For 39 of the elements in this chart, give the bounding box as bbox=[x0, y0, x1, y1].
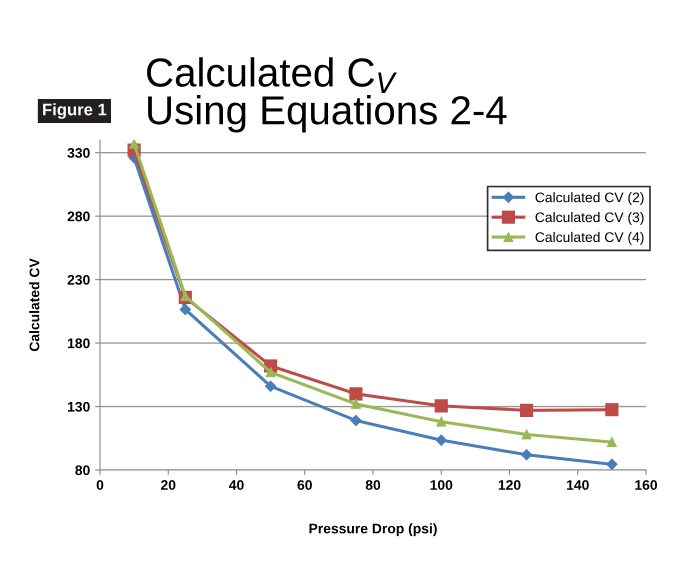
point bbox=[522, 430, 532, 440]
x-tick-label: 120 bbox=[498, 480, 521, 490]
x-tick-label: 60 bbox=[298, 480, 312, 490]
y-axis-title: Calculated CV bbox=[29, 258, 40, 352]
y-tick-label: 80 bbox=[75, 465, 90, 476]
x-tick-label: 20 bbox=[161, 480, 176, 490]
legend-label: Calculated CV (2) bbox=[536, 192, 644, 206]
point bbox=[180, 291, 190, 301]
legend-label: Calculated CV (3) bbox=[536, 212, 644, 225]
y-tick-label: 330 bbox=[67, 148, 90, 158]
point bbox=[349, 387, 363, 400]
y-tick-label: 230 bbox=[68, 274, 90, 285]
legend-label: Calculated CV (4) bbox=[536, 232, 644, 245]
point bbox=[434, 399, 448, 412]
y-tick-label: 130 bbox=[68, 402, 90, 412]
caption: Figure 1 bbox=[43, 103, 106, 119]
y-tick-label: 280 bbox=[68, 211, 90, 222]
x-tick-label: 80 bbox=[366, 480, 380, 490]
x-tick-label: 40 bbox=[228, 480, 244, 490]
point bbox=[607, 437, 617, 447]
point bbox=[351, 399, 361, 409]
point bbox=[180, 304, 191, 316]
x-tick-label: 160 bbox=[635, 480, 658, 490]
x-tick-label: 100 bbox=[430, 480, 452, 490]
point bbox=[606, 458, 618, 470]
point bbox=[520, 449, 532, 460]
point bbox=[265, 380, 276, 392]
point bbox=[129, 140, 139, 149]
point bbox=[436, 416, 446, 427]
point bbox=[520, 404, 534, 417]
x-tick-label: 140 bbox=[567, 480, 589, 490]
chart-title: Calculated C$_{V}$ Using Equations 2-4 bbox=[147, 57, 507, 133]
y-tick-label: 180 bbox=[68, 338, 90, 348]
x-tick-label: 0 bbox=[96, 480, 104, 490]
point bbox=[350, 414, 362, 426]
point bbox=[436, 434, 447, 446]
point bbox=[605, 403, 618, 416]
x-axis-title: Pressure Drop (psi) bbox=[309, 523, 437, 536]
point bbox=[266, 367, 276, 378]
